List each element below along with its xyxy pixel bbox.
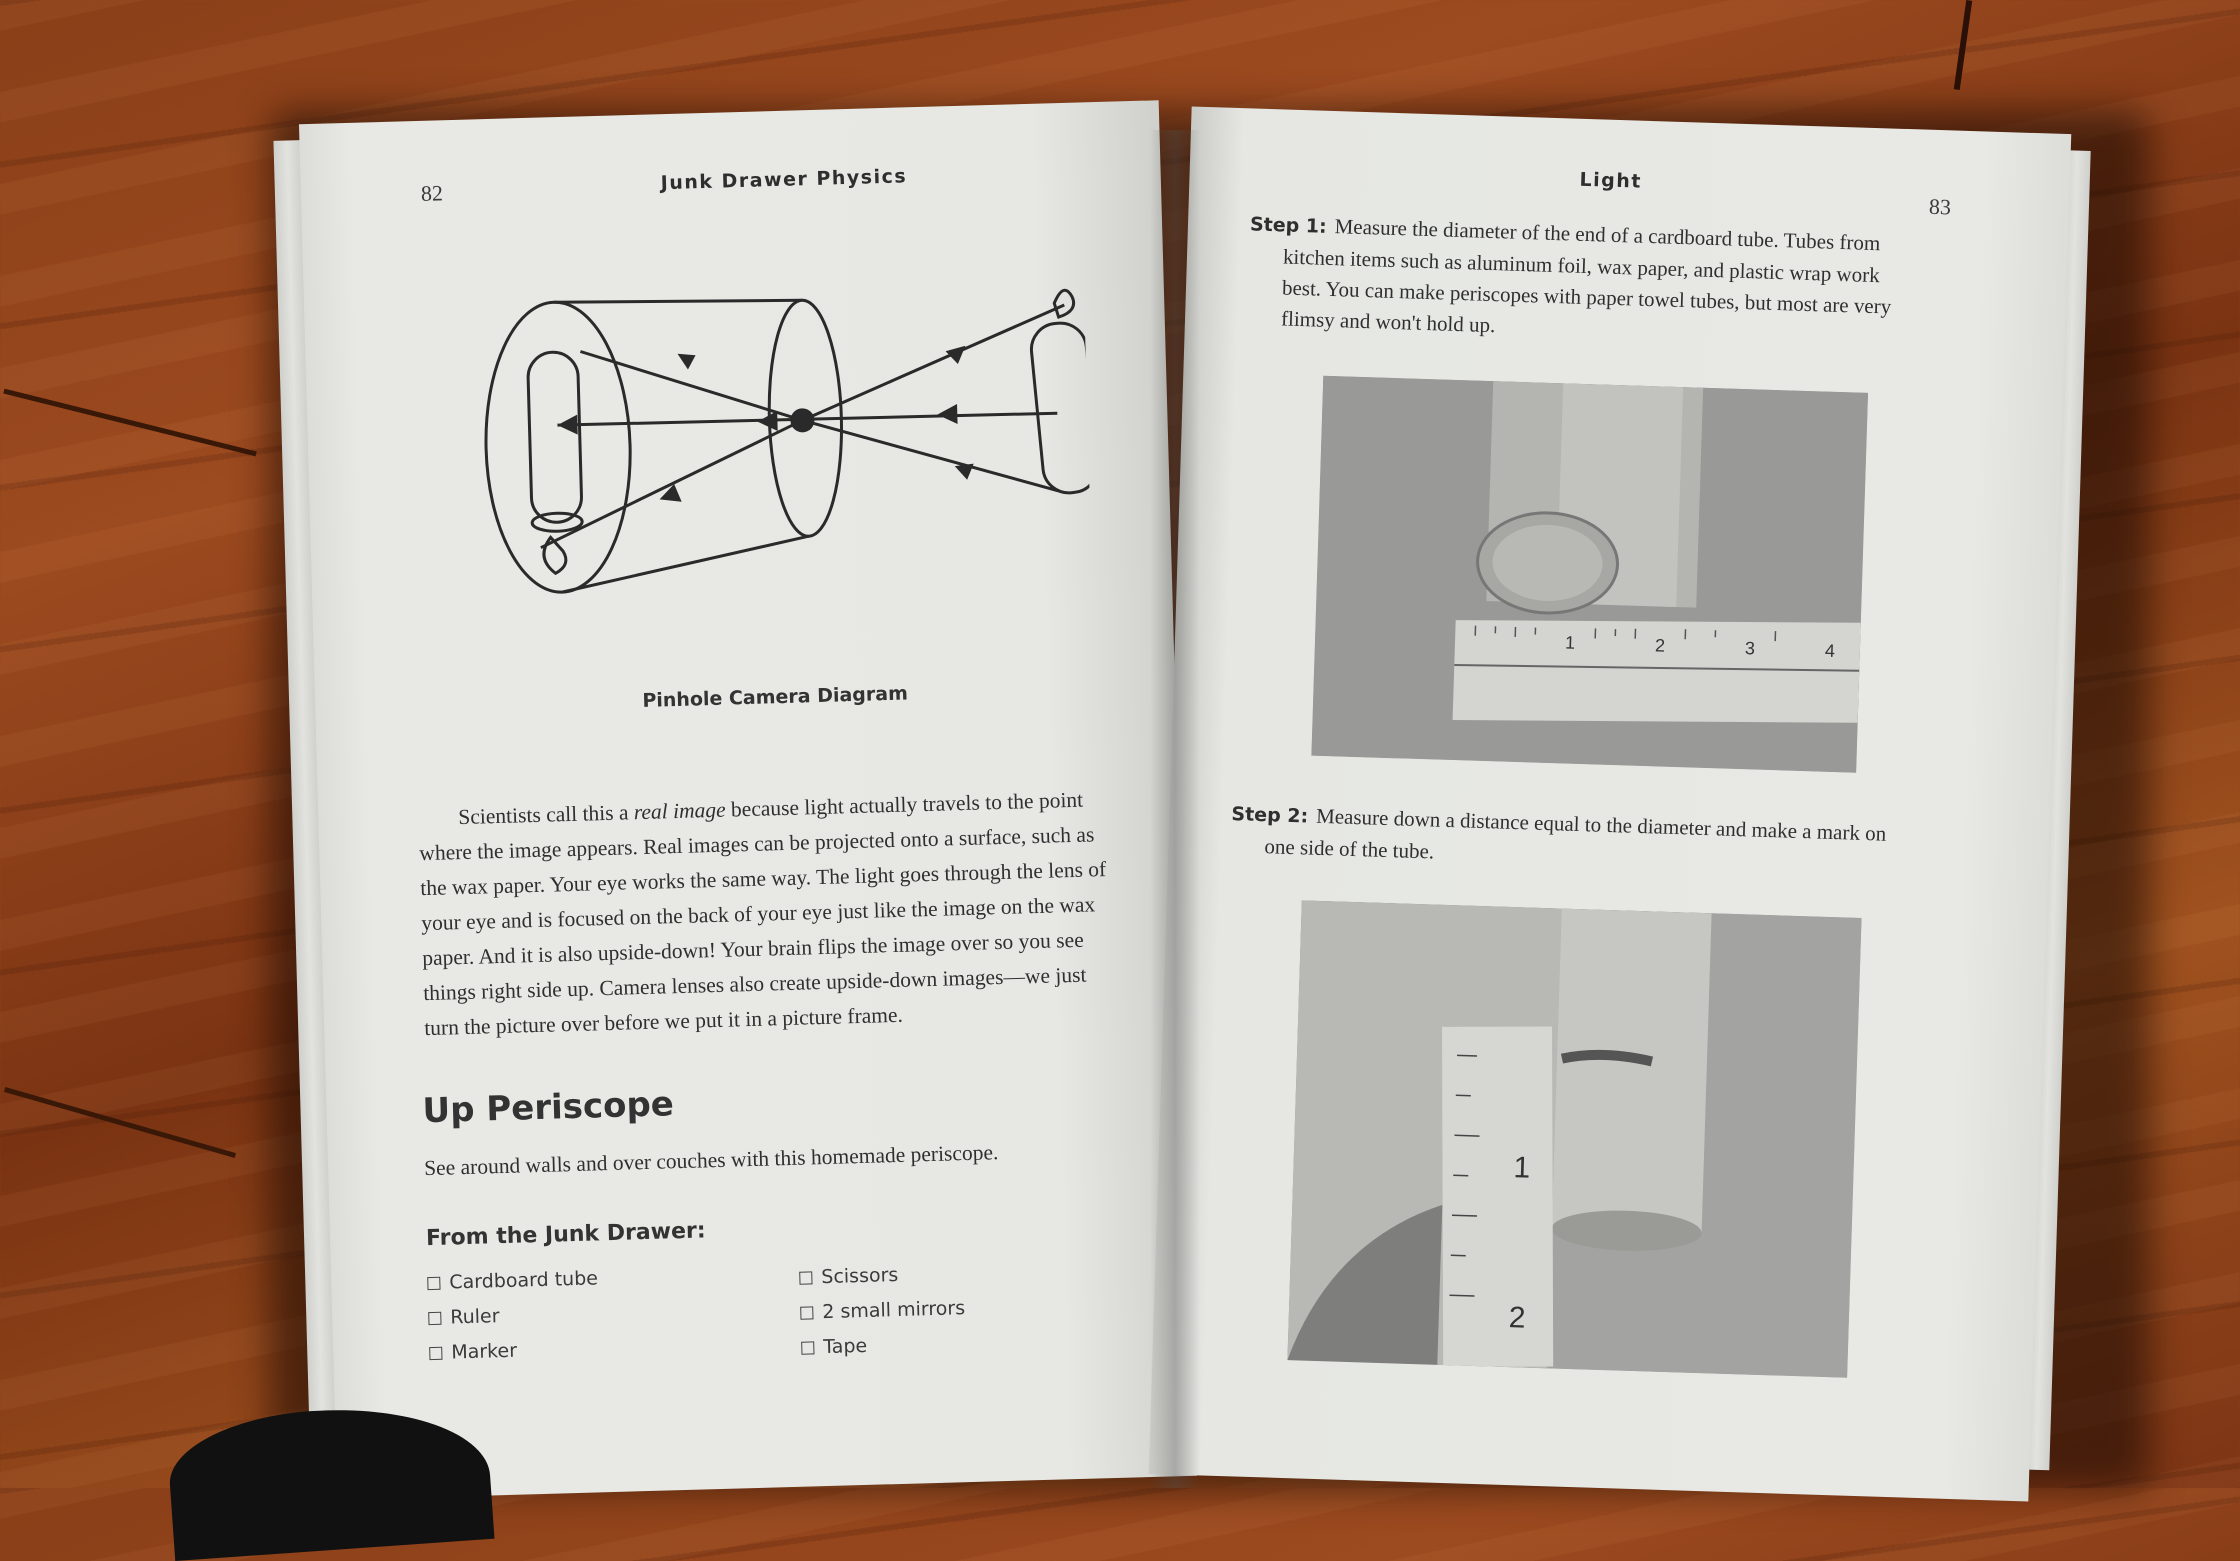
candle	[1029, 321, 1093, 496]
pinhole-camera-diagram	[464, 282, 1093, 629]
material-label: Ruler	[450, 1299, 500, 1335]
inverted-candle	[527, 352, 582, 523]
section-title: Up Periscope	[422, 1084, 674, 1131]
photo-2-illustration: 1 2	[1287, 900, 1861, 1377]
floor-board-seam	[1954, 0, 1972, 90]
photo-1-illustration: 1 2 3 4	[1311, 376, 1868, 773]
materials-list-right: Scissors 2 small mirrors Tape	[799, 1256, 967, 1366]
ruler-mark: 4	[1825, 641, 1836, 661]
ruler-mark: 2	[1655, 635, 1666, 655]
checkbox-icon	[800, 1306, 813, 1319]
materials-heading: From the Junk Drawer:	[426, 1218, 706, 1251]
material-label: Tape	[823, 1329, 868, 1365]
pinhole-point	[790, 408, 815, 433]
photo-tube-on-ruler: 1 2 3 4	[1311, 376, 1868, 773]
checkbox-icon	[801, 1341, 814, 1354]
floor-board-seam	[3, 389, 256, 457]
camera-back-ellipse	[482, 300, 634, 594]
material-label: Scissors	[821, 1258, 899, 1295]
left-page: 82 Junk Drawer Physics	[299, 100, 1197, 1499]
material-item: 2 small mirrors	[800, 1291, 966, 1331]
photo-tube-marked: 1 2	[1287, 900, 1861, 1377]
material-item: Cardboard tube	[427, 1261, 599, 1301]
checkbox-icon	[429, 1347, 442, 1360]
checkbox-icon	[799, 1271, 812, 1284]
material-item: Scissors	[799, 1256, 965, 1296]
section-intro: See around walls and over couches with t…	[424, 1131, 1145, 1186]
material-label: Marker	[451, 1334, 518, 1371]
floor-board-seam	[4, 1087, 236, 1158]
running-head-right: Light	[1579, 169, 1642, 193]
body-paragraph: Scientists call this a real image becaus…	[418, 782, 1125, 1046]
figure-caption: Pinhole Camera Diagram	[465, 678, 1085, 717]
book-gutter	[1150, 130, 1200, 1488]
materials-list-left: Cardboard tube Ruler Marker	[427, 1261, 600, 1371]
page-number-left: 82	[421, 180, 444, 207]
material-label: 2 small mirrors	[822, 1291, 966, 1330]
step-2-line-2: one side of the tube.	[1230, 830, 2011, 885]
checkbox-icon	[427, 1277, 440, 1290]
material-item: Marker	[429, 1331, 601, 1371]
checkbox-icon	[428, 1312, 441, 1325]
step-1: Step 1:Measure the diameter of the end o…	[1247, 208, 2031, 357]
material-label: Cardboard tube	[449, 1261, 599, 1300]
ruler-mark: 1	[1513, 1151, 1531, 1185]
step-2-label: Step 2:	[1231, 803, 1308, 827]
step-2: Step 2:Measure down a distance equal to …	[1230, 798, 2012, 885]
step-1-label: Step 1:	[1250, 213, 1327, 237]
italic-term: real image	[634, 798, 726, 825]
ruler-mark: 1	[1565, 633, 1576, 653]
material-item: Tape	[801, 1326, 967, 1366]
right-page: Light 83 Step 1:Measure the diameter of …	[1149, 107, 2072, 1502]
page-number-right: 83	[1929, 194, 1952, 221]
material-item: Ruler	[428, 1296, 600, 1336]
running-head-left: Junk Drawer Physics	[660, 165, 907, 194]
ruler-mark: 3	[1745, 638, 1756, 658]
ruler-mark: 2	[1508, 1301, 1526, 1335]
